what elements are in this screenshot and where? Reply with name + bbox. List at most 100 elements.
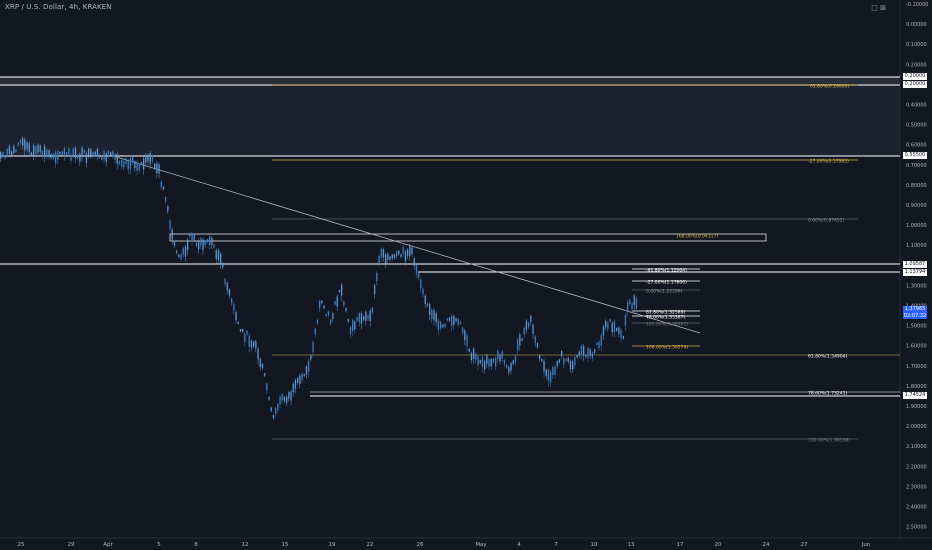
candle-body — [28, 143, 30, 153]
time-tick: Apr — [103, 542, 113, 548]
candle-body — [213, 244, 215, 248]
candle-body — [204, 240, 206, 246]
candle-body — [303, 374, 305, 377]
candle-body — [103, 150, 105, 160]
candle-body — [574, 357, 576, 366]
time-tick: May — [475, 542, 487, 548]
price-tick: 0.60000 — [906, 143, 927, 149]
time-tick: 17 — [677, 542, 684, 548]
candle-body — [602, 326, 605, 336]
candle-body — [437, 320, 440, 331]
candle-body — [429, 304, 431, 316]
candle-body — [277, 404, 279, 411]
candle-body — [508, 367, 510, 373]
candle-body — [301, 373, 303, 380]
candle-body — [633, 295, 635, 306]
fib-label: 61.80%(1.32589) — [646, 310, 686, 316]
candle-body — [380, 248, 382, 258]
candle-body — [8, 145, 11, 154]
candle-body — [299, 375, 301, 385]
candle-body — [442, 324, 444, 328]
candle-body — [594, 349, 596, 353]
candle-body — [530, 315, 532, 323]
candle-body — [206, 239, 209, 243]
candle-body — [90, 148, 92, 156]
candle-body — [591, 352, 594, 359]
candle-body — [294, 379, 297, 389]
candle-body — [226, 282, 228, 291]
candle-body — [158, 164, 160, 174]
time-tick: 27 — [801, 542, 808, 548]
candle-body — [70, 154, 72, 161]
price-tick: 1.90000 — [906, 404, 927, 410]
fib-label: 61.80%(1.54904) — [808, 354, 848, 360]
candle-body — [578, 351, 580, 356]
candle-body — [68, 148, 70, 155]
candle-body — [596, 342, 598, 345]
candle-body — [431, 309, 433, 319]
candle-body — [532, 325, 534, 334]
candle-body — [470, 352, 473, 361]
price-tick: 2.30000 — [906, 484, 927, 490]
price-tick: 1.00000 — [906, 223, 927, 229]
price-tick: 1.70000 — [906, 364, 927, 370]
candle-body — [200, 238, 202, 246]
candle-body — [46, 149, 48, 156]
candle-body — [292, 383, 294, 393]
candle-body — [561, 350, 563, 357]
candle-body — [413, 258, 415, 266]
candle-body — [184, 246, 187, 257]
time-tick: 4 — [517, 542, 521, 548]
candle-body — [55, 152, 57, 163]
candle-body — [433, 310, 435, 321]
candle-body — [2, 152, 4, 157]
candle-body — [481, 356, 484, 368]
candle-body — [415, 264, 418, 274]
candle-body — [105, 153, 107, 163]
candle-body — [209, 236, 211, 246]
candle-body — [547, 369, 550, 381]
candle-body — [622, 336, 624, 339]
candle-body — [583, 345, 585, 356]
time-tick: 13 — [628, 542, 635, 548]
candle-body — [567, 357, 569, 362]
candle-body — [393, 254, 396, 259]
candle-body — [462, 327, 464, 333]
candle-body — [222, 263, 224, 268]
candle-body — [162, 186, 165, 190]
candle-body — [0, 152, 2, 159]
candle-body — [558, 359, 561, 363]
candle-body — [297, 378, 299, 383]
zone-rectangle[interactable] — [169, 233, 767, 242]
candle-body — [356, 317, 358, 321]
trend-line[interactable] — [109, 154, 701, 334]
candle-body — [396, 251, 398, 257]
candle-body — [404, 251, 407, 262]
candle-body — [510, 363, 512, 371]
time-tick: 10 — [591, 542, 598, 548]
price-tick: 0.50000 — [906, 123, 927, 129]
candle-body — [305, 366, 308, 375]
candle-body — [345, 308, 347, 312]
fib-label: 100.00%(1.38991) — [646, 322, 688, 328]
time-tick: 20 — [715, 542, 722, 548]
candle-body — [233, 303, 235, 311]
time-tick: 15 — [282, 542, 289, 548]
candle-body — [611, 323, 613, 333]
candle-body — [165, 197, 167, 202]
countdown: 02:07:32 — [903, 312, 927, 319]
window-controls[interactable]: □ ⊠ — [871, 4, 886, 12]
candle-body — [402, 247, 404, 254]
candle-body — [41, 150, 44, 157]
candle-body — [363, 316, 365, 320]
time-tick: 25 — [18, 542, 25, 548]
candle-body — [39, 145, 41, 152]
candle-body — [134, 161, 136, 169]
candle-body — [347, 318, 349, 322]
candle-body — [556, 361, 558, 367]
candle-body — [154, 163, 156, 168]
candle-body — [281, 394, 283, 401]
candle-body — [118, 160, 121, 165]
